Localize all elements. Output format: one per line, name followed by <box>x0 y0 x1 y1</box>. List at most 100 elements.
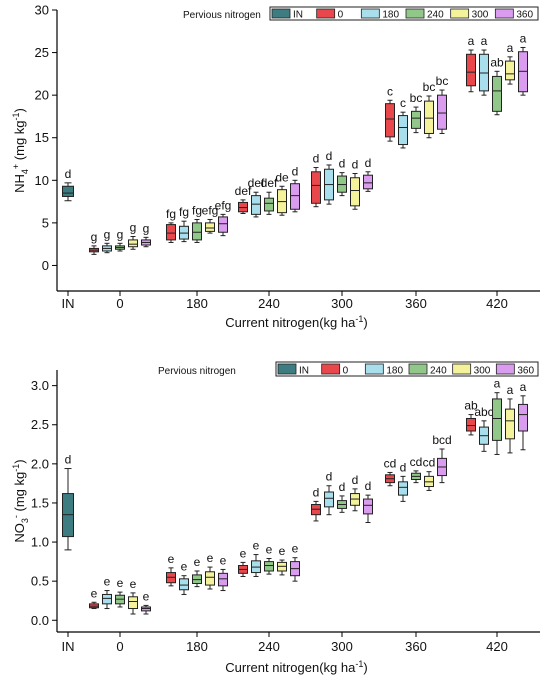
box-body <box>505 408 515 440</box>
box-180-300: e <box>205 551 215 590</box>
box-body <box>62 185 74 197</box>
box-body <box>363 498 373 515</box>
significance-letter: a <box>481 34 488 48</box>
significance-letter: e <box>143 589 150 603</box>
legend-swatch <box>364 363 384 375</box>
significance-letter: bc <box>436 74 449 88</box>
y-axis-title-sub: 4 <box>20 169 30 174</box>
significance-letter: e <box>240 546 247 560</box>
y-tick-label: 20 <box>35 88 49 103</box>
box-360-300: bc <box>423 80 435 139</box>
box-240-300: e <box>277 544 287 576</box>
y-tick-label: 3.0 <box>31 378 49 393</box>
significance-letter: fg <box>166 207 176 221</box>
box-420-240: a <box>492 377 502 455</box>
x-tick-label: 420 <box>486 639 508 654</box>
significance-letter: efg <box>202 203 219 217</box>
significance-letter: abc <box>474 405 493 419</box>
box-0-180: e <box>102 575 112 610</box>
box-IN-IN: d <box>62 453 74 551</box>
legend-swatch <box>271 8 291 19</box>
box-300-0: d <box>311 485 321 522</box>
box-360-360: bcd <box>432 433 452 484</box>
legend: Pervious nitrogen IN 0 180 240 300 360 <box>158 361 539 377</box>
box-body <box>398 481 408 496</box>
legend-swatch <box>408 363 428 375</box>
box-body <box>166 224 176 241</box>
y-axis-title-close: ) <box>12 459 27 463</box>
y-axis-title: NH4+ (mg kg-1) <box>11 108 30 193</box>
box-300-240: d <box>337 480 347 513</box>
box-body <box>398 115 408 146</box>
box-180-300: efg <box>202 203 219 234</box>
significance-letter: c <box>400 96 406 110</box>
legend-label: 180 <box>382 10 399 21</box>
significance-letter: d <box>292 164 299 178</box>
x-tick-label: 0 <box>116 639 123 654</box>
y-axis-title-unit-sup: -1 <box>11 464 21 472</box>
box-420-180: a <box>479 34 489 96</box>
significance-letter: g <box>91 230 98 244</box>
box-240-180: e <box>251 539 261 577</box>
significance-letter: d <box>400 460 407 474</box>
box-300-0: d <box>311 152 321 208</box>
y-tick-label: 1.0 <box>31 535 49 550</box>
legend-label: 0 <box>343 366 349 377</box>
x-tick-label: IN <box>62 639 75 654</box>
box-body <box>128 239 138 248</box>
box-300-360: d <box>363 156 373 192</box>
y-axis-title-unit: (mg kg <box>12 472 27 515</box>
box-0-360: e <box>141 589 151 615</box>
significance-letter: e <box>253 539 260 553</box>
x-tick-label: 240 <box>258 639 280 654</box>
box-0-180: g <box>102 227 112 254</box>
significance-letter: def <box>248 176 265 190</box>
box-300-300: d <box>350 157 360 210</box>
significance-letter: ab <box>490 55 504 69</box>
x-tick-label: 360 <box>405 296 427 311</box>
significance-letter: d <box>326 470 333 484</box>
box-180-240: fg <box>192 203 202 243</box>
significance-letter: a <box>468 34 475 48</box>
chart-panel-2: 0.0 0.5 1.0 1.5 2.0 2.5 3.0 IN 0 180 240 300 360 420 C… <box>11 361 540 675</box>
box-body <box>324 491 334 508</box>
box-body <box>411 110 421 129</box>
significance-letter: bc <box>410 91 423 105</box>
x-axis-title-close: ) <box>363 315 367 330</box>
box-300-300: d <box>350 473 360 512</box>
legend-title: Pervious nitrogen <box>183 10 261 21</box>
x-tick-label: 420 <box>486 296 508 311</box>
box-360-180: d <box>398 460 408 502</box>
box-420-240: ab <box>490 55 504 116</box>
box-180-0: fg <box>166 207 176 243</box>
box-IN-IN: d <box>62 167 74 202</box>
significance-letter: e <box>130 577 137 591</box>
significance-letter: e <box>168 552 175 566</box>
box-body <box>466 53 476 87</box>
y-axis-title-close: ) <box>12 108 27 112</box>
x-tick-label: 180 <box>186 639 208 654</box>
legend-label: 360 <box>517 366 534 377</box>
box-body <box>205 222 215 232</box>
box-180-360: efg <box>215 198 231 237</box>
legend-label: 240 <box>430 366 447 377</box>
significance-letter: g <box>130 221 137 235</box>
y-tick-label: 10 <box>35 173 49 188</box>
significance-letter: e <box>207 551 214 565</box>
significance-letter: g <box>143 221 150 235</box>
legend-title: Pervious nitrogen <box>158 366 236 377</box>
box-420-300: a <box>505 41 515 85</box>
box-360-180: c <box>398 96 408 149</box>
y-tick-label: 2.0 <box>31 456 49 471</box>
significance-letter: g <box>117 227 124 241</box>
significance-letter: e <box>117 576 124 590</box>
significance-letter: d <box>65 453 72 467</box>
significance-letter: e <box>279 544 286 558</box>
significance-letter: d <box>339 157 346 171</box>
box-240-0: def <box>235 184 252 215</box>
box-body <box>518 403 528 432</box>
significance-letter: e <box>104 575 111 589</box>
box-420-360: a <box>518 380 528 451</box>
significance-letter: def <box>235 184 252 198</box>
